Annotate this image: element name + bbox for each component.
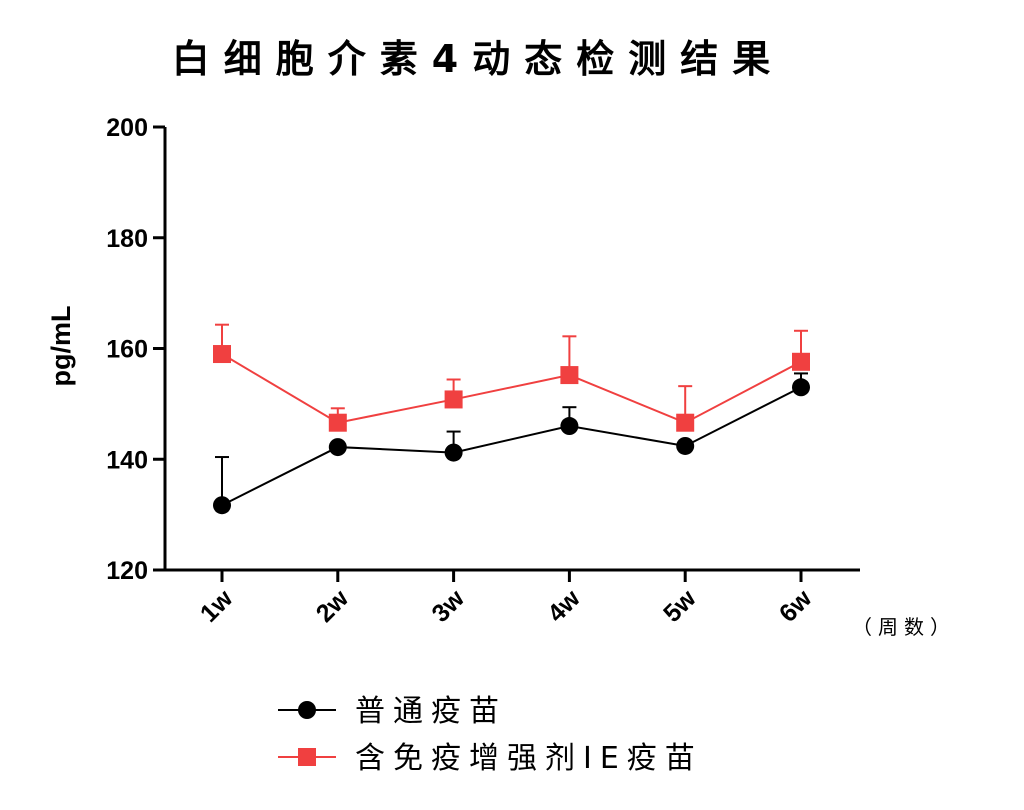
series-2 bbox=[213, 323, 810, 432]
x-tick-label-group: 5w bbox=[658, 584, 702, 628]
series-line bbox=[221, 353, 802, 424]
y-tick-label: 140 bbox=[106, 446, 148, 474]
x-tick-label-group: 2w bbox=[311, 584, 355, 628]
x-tick-label: 5w bbox=[658, 584, 702, 628]
data-point bbox=[444, 390, 463, 409]
x-tick-label: 4w bbox=[542, 584, 586, 628]
x-tick-label-group: 1w bbox=[195, 584, 239, 628]
x-tick-label: 1w bbox=[195, 584, 239, 628]
legend-label: 普通疫苗 bbox=[355, 694, 507, 729]
y-tick-label: 200 bbox=[106, 114, 148, 142]
x-tick-label-group: 6w bbox=[774, 584, 818, 628]
series-1 bbox=[213, 372, 810, 515]
y-tick-label: 160 bbox=[106, 336, 148, 364]
x-tick-label: 6w bbox=[774, 584, 818, 628]
x-tick-label: 3w bbox=[426, 584, 470, 628]
data-point bbox=[560, 417, 579, 436]
data-point bbox=[676, 413, 695, 432]
data-point bbox=[560, 366, 579, 385]
data-point bbox=[792, 378, 810, 397]
data-point bbox=[792, 352, 810, 371]
x-tick-label-group: 3w bbox=[426, 584, 470, 628]
y-tick-label: 120 bbox=[106, 557, 148, 585]
x-axis-unit-label: （周数） bbox=[852, 615, 956, 639]
y-axis-label: pg/mL bbox=[46, 306, 76, 387]
series-line bbox=[221, 386, 802, 507]
data-point bbox=[328, 413, 347, 432]
data-point bbox=[676, 436, 695, 455]
data-point bbox=[328, 438, 347, 457]
legend-label: 含免疫增强剂IE疫苗 bbox=[355, 741, 703, 776]
series-layer bbox=[213, 323, 810, 515]
chart-title: 白细胞介素4动态检测结果 bbox=[172, 37, 784, 81]
y-tick-label: 180 bbox=[106, 225, 148, 253]
legend-marker bbox=[298, 701, 316, 719]
x-ticks: 1w 2w 3w 4w 5w 6w bbox=[195, 570, 818, 628]
y-axis-label-group: pg/mL bbox=[46, 306, 76, 387]
data-point bbox=[213, 496, 231, 515]
x-tick-label-group: 4w bbox=[542, 584, 586, 628]
axes bbox=[163, 127, 860, 572]
y-ticks: 120 140 160 180 200 bbox=[106, 114, 165, 585]
legend-marker bbox=[298, 748, 316, 766]
data-point bbox=[444, 443, 463, 462]
data-point bbox=[213, 345, 231, 364]
x-tick-label: 2w bbox=[311, 584, 355, 628]
